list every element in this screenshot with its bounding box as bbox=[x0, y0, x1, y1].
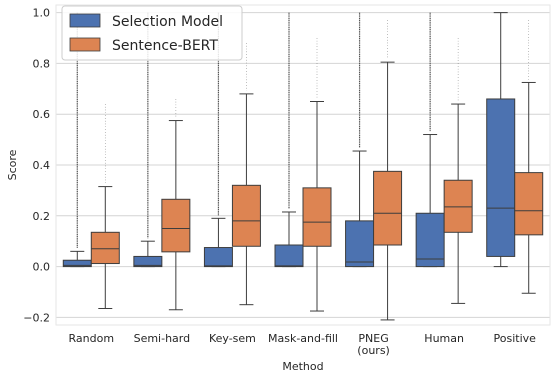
x-tick-label: Semi-hard bbox=[134, 332, 191, 345]
box-selection-model bbox=[274, 211, 304, 268]
box-selection-model bbox=[345, 150, 375, 268]
box-iqr bbox=[161, 198, 191, 253]
legend-swatch bbox=[69, 37, 101, 52]
y-tick-label: 0.4 bbox=[33, 159, 51, 172]
box-sentence-bert bbox=[302, 101, 332, 312]
x-tick-label: (ours) bbox=[357, 344, 390, 357]
y-tick-label: 1.0 bbox=[33, 7, 51, 20]
box-iqr bbox=[274, 244, 304, 268]
y-tick-label: −0.2 bbox=[23, 311, 50, 324]
box-sentence-bert bbox=[514, 81, 544, 294]
legend-frame bbox=[61, 5, 243, 61]
x-tick-label: PNEG bbox=[358, 332, 388, 345]
y-tick-label: 0.8 bbox=[33, 57, 51, 70]
box-iqr bbox=[443, 179, 473, 233]
box-selection-model bbox=[133, 240, 163, 268]
box-selection-model bbox=[415, 134, 445, 268]
box-sentence-bert bbox=[373, 61, 403, 321]
legend-label: Selection Model bbox=[112, 14, 223, 30]
x-tick-label: Positive bbox=[494, 332, 537, 345]
x-tick-label: Random bbox=[69, 332, 115, 345]
plot-frame bbox=[55, 4, 551, 326]
box-iqr bbox=[133, 255, 163, 268]
plot-border bbox=[55, 4, 551, 326]
y-axis-ticks: −0.2 0.0 0.2 0.4 0.6 0.8 1.0 bbox=[23, 7, 50, 325]
x-axis-ticks: Random Semi-hard Key-sem Mask-and-fill PNEG(… bbox=[69, 332, 537, 357]
box-iqr bbox=[514, 172, 544, 236]
y-tick-label: 0.0 bbox=[33, 261, 51, 274]
box-iqr bbox=[231, 184, 261, 247]
legend-swatch bbox=[69, 13, 101, 28]
y-axis-label: Score bbox=[6, 149, 19, 180]
x-tick-label: Key-sem bbox=[209, 332, 256, 345]
legend-label: Sentence-BERT bbox=[112, 38, 218, 54]
box-sentence-bert bbox=[161, 120, 191, 311]
x-tick-label: Mask-and-fill bbox=[268, 332, 338, 345]
box-iqr bbox=[415, 212, 445, 268]
box-selection-model bbox=[203, 217, 233, 268]
box-selection-model bbox=[486, 12, 516, 268]
y-tick-label: 0.6 bbox=[33, 108, 51, 121]
box-sentence-bert bbox=[443, 103, 473, 304]
box-sentence-bert bbox=[90, 186, 120, 309]
box-groups bbox=[62, 12, 544, 321]
outlier-marks bbox=[76, 12, 530, 249]
box-iqr bbox=[486, 98, 516, 257]
box-iqr bbox=[203, 247, 233, 268]
box-iqr bbox=[345, 220, 375, 268]
box-iqr bbox=[302, 187, 332, 247]
box-iqr bbox=[373, 170, 403, 246]
x-axis-label: Method bbox=[282, 360, 323, 373]
y-tick-label: 0.2 bbox=[33, 210, 51, 223]
box-sentence-bert bbox=[231, 93, 261, 306]
legend: Selection Model Sentence-BERT bbox=[61, 5, 243, 61]
box-iqr bbox=[90, 231, 120, 265]
x-tick-label: Human bbox=[424, 332, 464, 345]
